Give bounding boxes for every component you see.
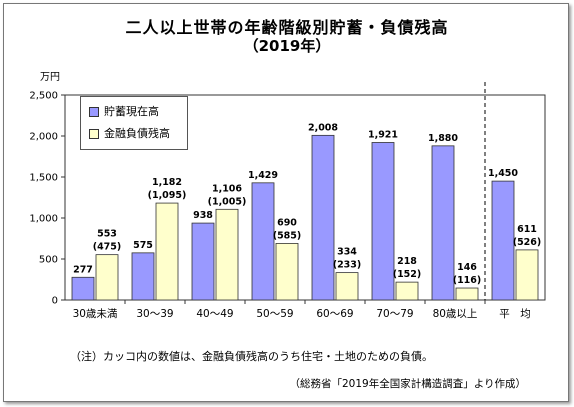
category-label: 60～69 (316, 308, 353, 320)
category-label: 70～79 (376, 308, 413, 320)
category-label: 50～59 (256, 308, 293, 320)
chart-frame (3, 3, 569, 402)
category-label: 40～49 (196, 308, 233, 320)
value-label-savings: 1,880 (428, 133, 458, 144)
value-label-debt: 334 (337, 247, 357, 258)
legend-swatch-savings (89, 107, 99, 117)
bar-debt (455, 287, 479, 301)
category-label: 30～39 (136, 308, 173, 320)
housing-debt-label: (475) (93, 242, 122, 253)
footnote: （注）カッコ内の数値は、金融負債残高のうち住宅・土地のための負債。 (70, 350, 433, 363)
category-label: 30歳未満 (73, 308, 118, 320)
chart-title: 二人以上世帯の年齢階級別貯蓄・負債残高 (125, 18, 449, 37)
bar-savings (431, 145, 455, 301)
y-axis-unit: 万円 (40, 72, 60, 83)
value-label-debt: 690 (277, 217, 297, 228)
bar-debt (215, 208, 239, 301)
housing-debt-label: (1,005) (208, 196, 247, 207)
bar-savings (131, 252, 155, 301)
value-label-savings: 277 (73, 264, 93, 275)
bar-savings (71, 276, 95, 301)
value-label-debt: 146 (457, 262, 477, 273)
value-label-savings: 575 (133, 240, 153, 251)
bar-debt (395, 281, 419, 301)
value-label-debt: 1,106 (212, 183, 242, 194)
y-tick-label: 2,000 (29, 132, 58, 143)
source-note: （総務省「2019年全国家計構造調査」より作成） (289, 378, 526, 390)
value-label-debt: 218 (397, 256, 417, 267)
bar-debt (155, 202, 179, 301)
y-tick-label: 0 (52, 296, 58, 307)
y-tick-label: 1,000 (29, 214, 58, 225)
bar-savings (371, 142, 395, 301)
bar-savings (491, 180, 515, 301)
category-label: 平 均 (499, 308, 531, 320)
value-label-debt: 553 (97, 229, 117, 240)
category-label: 80歳以上 (433, 308, 478, 320)
y-tick-label: 2,500 (29, 91, 58, 102)
bar-debt (515, 249, 539, 301)
bar-debt (95, 254, 119, 301)
housing-debt-label: (152) (393, 269, 422, 280)
bar-savings (191, 222, 215, 301)
bar-savings (251, 182, 275, 301)
bar-debt (335, 272, 359, 301)
y-tick-label: 1,500 (29, 173, 58, 184)
legend-item-savings: 貯蓄現在高 (89, 105, 159, 119)
bar-debt (275, 243, 299, 301)
housing-debt-label: (526) (513, 237, 542, 248)
legend-item-debt: 金融負債残高 (89, 127, 170, 141)
bar-savings (311, 134, 335, 301)
legend: 貯蓄現在高 金融負債残高 (80, 96, 188, 150)
legend-label-debt: 金融負債残高 (104, 127, 170, 140)
housing-debt-label: (585) (273, 230, 302, 241)
legend-swatch-debt (89, 129, 99, 139)
housing-debt-label: (233) (333, 260, 362, 271)
value-label-savings: 2,008 (308, 122, 338, 133)
value-label-savings: 1,450 (488, 168, 518, 179)
value-label-debt: 611 (517, 224, 537, 235)
value-label-savings: 1,921 (368, 129, 398, 140)
value-label-savings: 1,429 (248, 170, 278, 181)
legend-label-savings: 貯蓄現在高 (104, 105, 159, 118)
value-label-debt: 1,182 (152, 177, 182, 188)
housing-debt-label: (116) (453, 275, 482, 286)
chart-subtitle: （2019年） (243, 37, 331, 55)
value-label-savings: 938 (193, 210, 213, 221)
y-tick-label: 500 (39, 255, 58, 266)
housing-debt-label: (1,095) (148, 190, 187, 201)
